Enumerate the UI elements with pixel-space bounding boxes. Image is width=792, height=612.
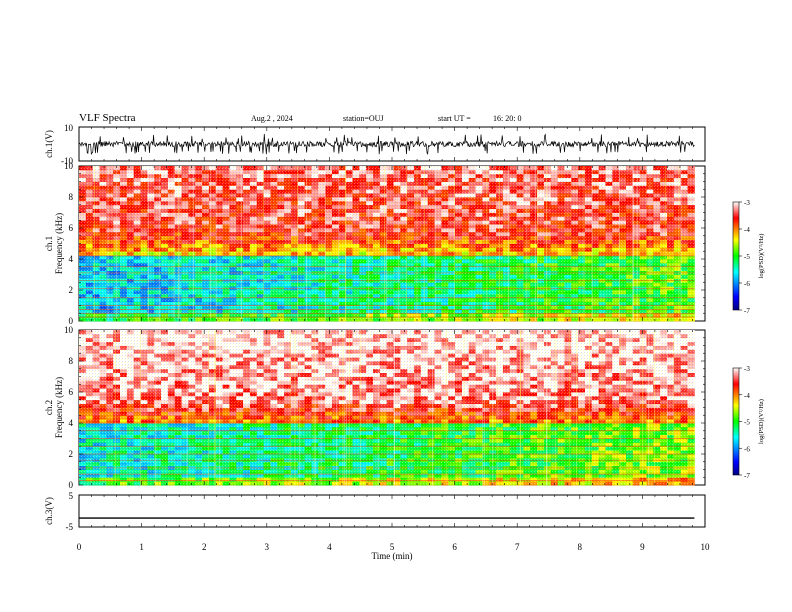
start-ut-label: start UT =	[438, 114, 471, 123]
figure-title: VLF Spectra	[79, 112, 136, 124]
ch3-waveform-frame	[78, 494, 706, 528]
date-label: Aug.2 , 2024	[251, 114, 293, 123]
ch2-spectrogram	[79, 330, 695, 486]
start-time-value: 16: 20: 0	[493, 114, 522, 123]
ch1-spectrogram	[79, 166, 695, 322]
station-label: station=OUJ	[343, 114, 384, 123]
